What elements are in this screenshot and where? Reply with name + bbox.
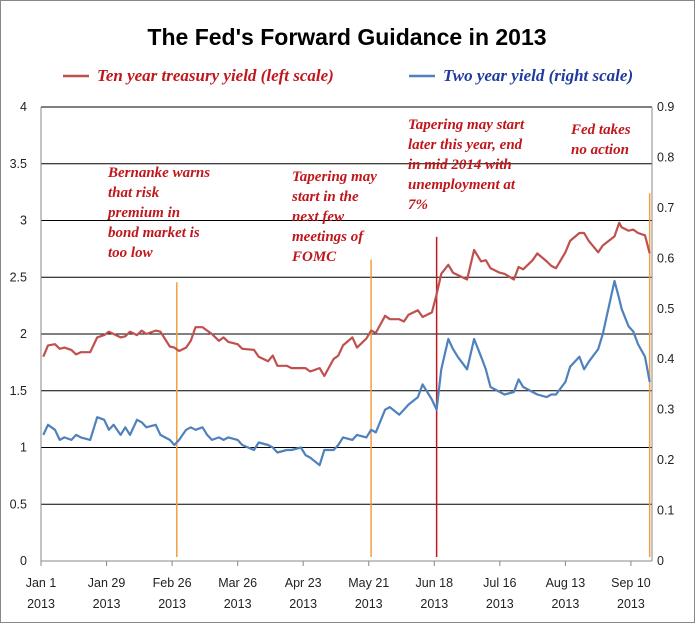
y-right-tick-label: 0.7 bbox=[657, 201, 674, 215]
x-tick-label-date: Apr 23 bbox=[285, 576, 322, 590]
y-right-tick-label: 0.2 bbox=[657, 453, 674, 467]
x-tick-label-year: 2013 bbox=[93, 597, 121, 611]
annotation-line: Tapering may bbox=[292, 169, 377, 185]
annotation-line: 7% bbox=[408, 197, 428, 213]
x-tick-label-year: 2013 bbox=[551, 597, 579, 611]
annotation-line: Bernanke warns bbox=[107, 165, 210, 181]
x-tick-label-date: Jun 18 bbox=[416, 576, 454, 590]
svg-text:Tapering may start in th: Tapering may start in the next few meeti… bbox=[291, 169, 381, 265]
x-tick-label-date: Mar 26 bbox=[218, 576, 257, 590]
svg-text:Tapering may start later: Tapering may start later this year, end … bbox=[408, 117, 528, 213]
y-right-tick-label: 0.5 bbox=[657, 302, 674, 316]
annotation-line: Fed takes bbox=[570, 122, 631, 138]
annotation-fed-no-action: Fed takes no action bbox=[570, 122, 634, 158]
y-left-tick-label: 0 bbox=[20, 554, 27, 568]
y-left-tick-label: 3.5 bbox=[10, 157, 27, 171]
x-tick-label-date: Sep 10 bbox=[611, 576, 651, 590]
y-right-tick-label: 0.6 bbox=[657, 251, 674, 265]
series-lines bbox=[42, 221, 651, 467]
series-line-two-year bbox=[42, 279, 651, 467]
annotation-line: no action bbox=[571, 142, 629, 158]
x-tick-label-year: 2013 bbox=[27, 597, 55, 611]
annotation-line: later this year, end bbox=[408, 137, 523, 153]
y-right-tick-label: 0.9 bbox=[657, 100, 674, 114]
x-tick-label-date: May 21 bbox=[348, 576, 389, 590]
annotation-line: Tapering may start bbox=[408, 117, 525, 133]
legend-label-two-year: Two year yield (right scale) bbox=[443, 66, 633, 85]
annotation-line: start in the bbox=[291, 189, 359, 205]
annotation-line: FOMC bbox=[291, 249, 337, 265]
y-left-tick-label: 4 bbox=[20, 100, 27, 114]
x-tick-label-date: Aug 13 bbox=[546, 576, 586, 590]
annotation-line: unemployment at bbox=[408, 177, 516, 193]
x-tick-label-year: 2013 bbox=[158, 597, 186, 611]
y-left-tick-label: 3 bbox=[20, 214, 27, 228]
annotation-line: too low bbox=[108, 245, 154, 261]
x-tick-label-year: 2013 bbox=[355, 597, 383, 611]
annotation-line: next few bbox=[292, 209, 345, 225]
y-left-tick-label: 1 bbox=[20, 441, 27, 455]
x-tick-label-date: Feb 26 bbox=[153, 576, 192, 590]
y-right-tick-label: 0.4 bbox=[657, 352, 674, 366]
event-lines bbox=[176, 193, 651, 557]
y-left-tick-label: 1.5 bbox=[10, 384, 27, 398]
y-left-tick-label: 2 bbox=[20, 327, 27, 341]
x-tick-label-date: Jul 16 bbox=[483, 576, 516, 590]
annotation-bernanke: Bernanke warns that risk premium in bond… bbox=[106, 165, 214, 261]
y-left-tick-label: 0.5 bbox=[10, 497, 27, 511]
annotation-line: premium in bbox=[106, 205, 180, 221]
x-tick-label-year: 2013 bbox=[617, 597, 645, 611]
annotation-line: in mid 2014 with bbox=[408, 157, 512, 173]
tick-labels: 0 0.5 1 1.5 2 2.5 3 3.5 4 0 0.1 0.2 0.3 0.4 0.5 0.6 0.7 0… bbox=[10, 100, 675, 611]
axes bbox=[40, 107, 653, 566]
chart-title: The Fed's Forward Guidance in 2013 bbox=[147, 24, 546, 50]
annotation-tapering-next-meetings: Tapering may start in the next few meeti… bbox=[291, 169, 381, 265]
annotation-line: meetings of bbox=[292, 229, 365, 245]
y-right-tick-label: 0.1 bbox=[657, 504, 674, 518]
svg-text:Fed takes no action: Fed takes no action bbox=[570, 122, 634, 158]
legend-label-ten-year: Ten year treasury yield (left scale) bbox=[97, 66, 334, 85]
y-right-tick-label: 0.8 bbox=[657, 150, 674, 164]
legend: Ten year treasury yield (left scale) Two… bbox=[63, 66, 633, 85]
y-left-tick-label: 2.5 bbox=[10, 270, 27, 284]
x-tick-label-year: 2013 bbox=[289, 597, 317, 611]
y-right-tick-label: 0.3 bbox=[657, 403, 674, 417]
annotation-line: bond market is bbox=[108, 225, 200, 241]
svg-text:Bernanke warns that risk: Bernanke warns that risk premium in bond… bbox=[106, 165, 214, 261]
series-line-ten-year bbox=[42, 221, 651, 378]
x-tick-label-year: 2013 bbox=[486, 597, 514, 611]
x-tick-label-date: Jan 1 bbox=[26, 576, 57, 590]
x-tick-label-date: Jan 29 bbox=[88, 576, 126, 590]
x-tick-label-year: 2013 bbox=[224, 597, 252, 611]
annotation-tapering-later: Tapering may start later this year, end … bbox=[408, 117, 528, 213]
y-right-tick-label: 0 bbox=[657, 554, 664, 568]
x-tick-label-year: 2013 bbox=[420, 597, 448, 611]
annotation-line: that risk bbox=[108, 185, 160, 201]
